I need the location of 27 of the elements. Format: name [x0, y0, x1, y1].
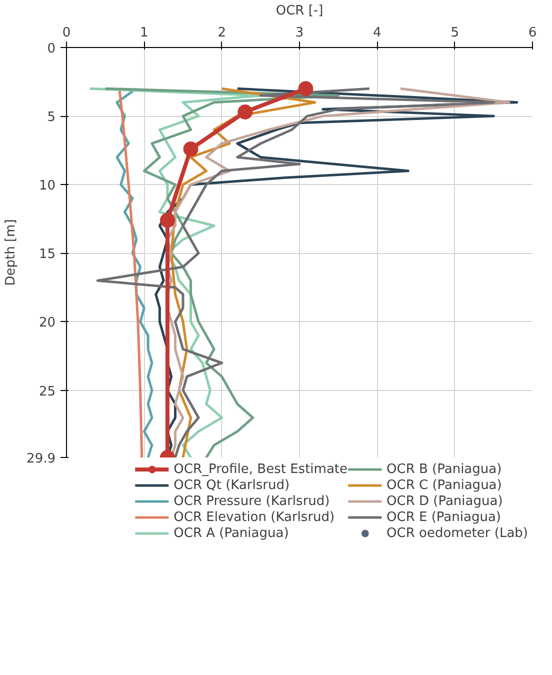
y-tick-label: 5 — [47, 110, 56, 126]
x-tick-label: 6 — [528, 26, 537, 40]
legend-label: OCR B (Paniagua) — [386, 461, 502, 477]
legend-label: OCR Qt (Karlsrud) — [174, 477, 290, 493]
x-tick-label: 1 — [140, 26, 148, 40]
x-tick-label: 5 — [450, 26, 459, 40]
x-axis-title: OCR [-] — [276, 4, 324, 18]
y-tick-label: 10 — [38, 178, 56, 194]
y-tick-label: 0 — [47, 42, 56, 56]
legend-label: OCR E (Paniagua) — [386, 509, 501, 525]
legend-label: OCR D (Paniagua) — [386, 493, 503, 509]
y-axis-title: Depth [m] — [4, 219, 19, 286]
y-tick-label: 29.9 — [26, 452, 56, 466]
x-tick-label: 4 — [373, 26, 382, 40]
legend-label: OCR oedometer (Lab) — [386, 525, 528, 541]
y-tick-label: 25 — [38, 384, 56, 400]
y-tick-label: 20 — [38, 316, 56, 331]
legend-label: OCR Elevation (Karlsrud) — [174, 509, 335, 525]
legend-label: OCR C (Paniagua) — [386, 477, 502, 493]
legend-label: OCR_Profile, Best Estimate — [174, 461, 348, 477]
line-series — [96, 87, 495, 458]
x-tick-label: 3 — [295, 26, 304, 40]
legend-label: OCR A (Paniagua) — [174, 525, 289, 541]
y-tick-label: 15 — [38, 247, 56, 262]
x-tick-label: 2 — [218, 26, 226, 40]
x-tick-label: 0 — [62, 26, 71, 40]
legend-label: OCR Pressure (Karlsrud) — [174, 493, 330, 509]
